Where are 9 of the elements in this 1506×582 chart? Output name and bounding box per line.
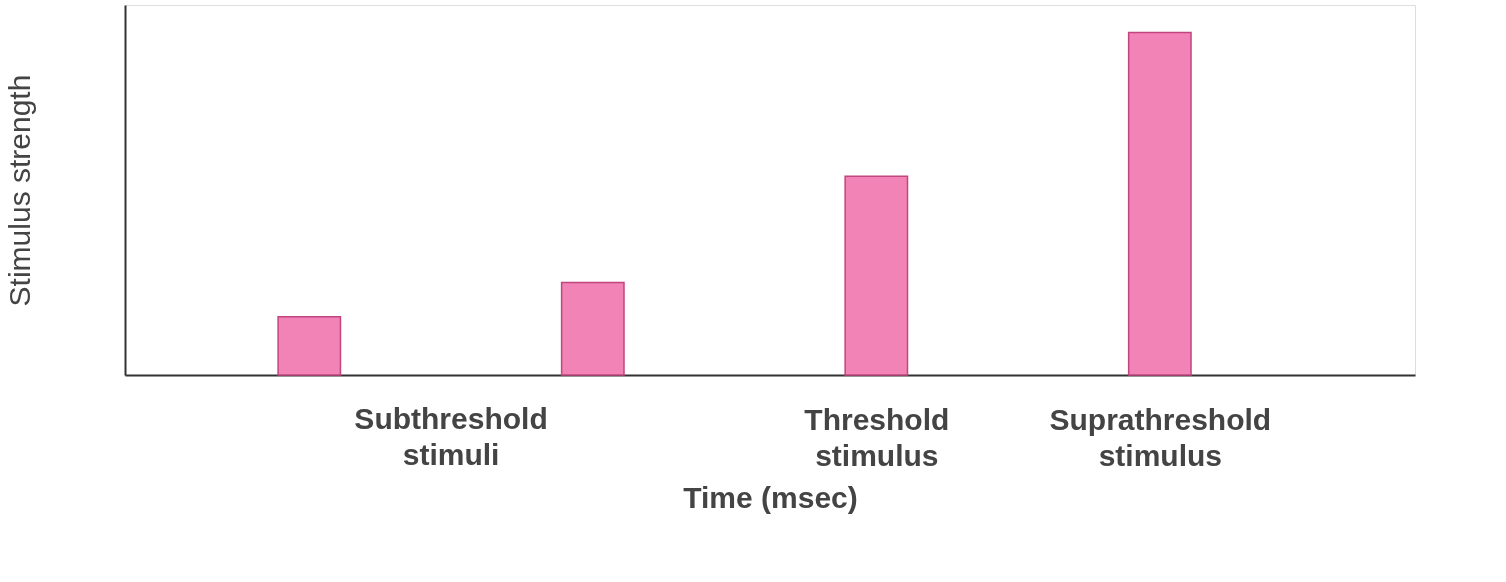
bar [277, 316, 342, 376]
x-tick-label: Threshold stimulus [804, 402, 950, 472]
x-tick-label: Suprathreshold stimulus [1049, 402, 1272, 472]
text: Subthreshold stimuli [354, 402, 548, 471]
x-axis-title: Time (msec) [683, 480, 858, 514]
y-axis-title: Stimulus strength [2, 74, 36, 307]
bar [560, 281, 625, 376]
bar [1127, 31, 1192, 376]
bar [844, 175, 909, 376]
